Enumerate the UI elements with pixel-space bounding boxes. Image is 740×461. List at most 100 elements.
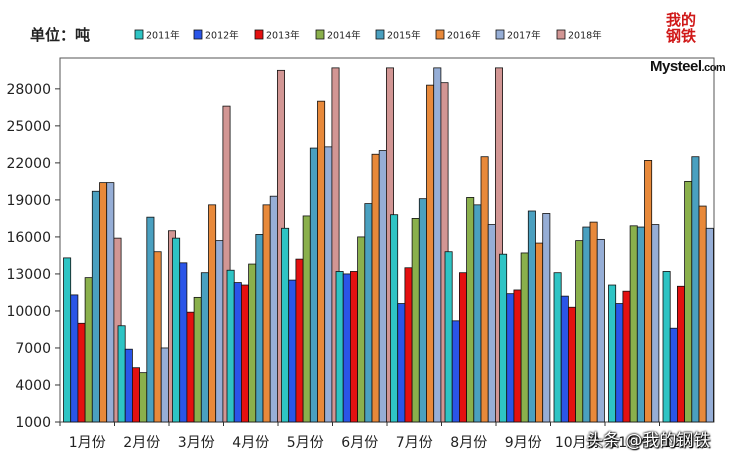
bar-2014-9: [520, 252, 529, 423]
legend-swatch-2017: [495, 29, 505, 40]
bar-2012-5: [288, 279, 297, 423]
bar-2015-1: [91, 190, 100, 423]
bar-2017-4: [269, 195, 278, 423]
bar-2013-10: [568, 306, 577, 423]
bar-2013-5: [295, 258, 304, 423]
bar-2011-10: [553, 272, 562, 423]
bar-2011-1: [63, 257, 72, 423]
bar-2014-2: [139, 372, 148, 423]
legend-swatch-2015: [375, 29, 385, 40]
bar-2015-6: [364, 203, 373, 423]
y-tick-label: 16000: [6, 230, 51, 246]
bar-2017-2: [160, 347, 169, 423]
bar-2015-2: [146, 216, 155, 423]
x-tick-label: 12月份: [664, 435, 710, 451]
bar-2016-12: [698, 205, 707, 423]
y-tick-label: 13000: [6, 267, 51, 283]
bar-2017-9: [542, 213, 551, 423]
bar-2017-6: [378, 150, 387, 423]
x-tick-label: 10月份: [555, 435, 601, 451]
bar-2014-10: [575, 240, 584, 423]
bar-2013-4: [240, 284, 249, 423]
legend-label-2014: 2014年: [327, 30, 361, 42]
bar-2012-12: [669, 327, 678, 423]
bar-2014-1: [84, 277, 93, 423]
bar-2016-1: [99, 182, 108, 423]
legend-label-2015: 2015年: [387, 30, 421, 42]
bar-2017-3: [215, 240, 224, 423]
y-tick-label: 25000: [6, 119, 51, 135]
y-tick-label: 1000: [15, 415, 51, 431]
watermark-text: 头条 @我的钢铁: [586, 431, 711, 451]
bar-2015-11: [636, 226, 645, 423]
bar-2018-5: [331, 67, 340, 423]
x-tick-label: 11月份: [609, 435, 655, 451]
y-tick-label: 7000: [15, 341, 51, 357]
y-unit-label: 单位：吨: [30, 26, 91, 44]
bar-2018-8: [494, 67, 503, 423]
bar-2011-5: [281, 227, 290, 423]
bar-2014-6: [357, 236, 366, 423]
bar-2016-9: [535, 242, 544, 423]
legend-swatch-2018: [556, 29, 566, 40]
bar-2014-8: [466, 197, 475, 423]
bar-2011-8: [444, 251, 453, 423]
bar-2016-8: [480, 156, 489, 423]
bar-2011-4: [226, 269, 235, 423]
bar-2012-8: [451, 320, 460, 423]
bar-2011-7: [390, 214, 399, 423]
x-tick-label: 4月份: [232, 435, 269, 451]
bar-2016-11: [644, 160, 653, 423]
x-tick-label: 3月份: [178, 435, 215, 451]
bar-2017-7: [433, 67, 442, 423]
bar-2015-7: [418, 198, 427, 423]
bar-2014-3: [193, 296, 202, 423]
bar-2012-6: [342, 273, 351, 423]
bar-2011-9: [499, 253, 508, 423]
bar-2016-3: [208, 204, 217, 423]
bar-2012-2: [124, 348, 133, 423]
bar-2015-12: [691, 156, 700, 423]
x-tick-label: 7月份: [396, 435, 433, 451]
bar-2011-11: [608, 284, 617, 423]
bar-2012-9: [506, 293, 515, 423]
bar-2013-12: [677, 285, 686, 423]
x-tick-label: 6月份: [341, 435, 378, 451]
bar-2017-1: [106, 182, 115, 423]
bar-2013-6: [349, 271, 358, 423]
y-tick-label: 28000: [6, 82, 51, 98]
bar-2015-5: [309, 147, 318, 423]
x-tick-label: 8月份: [450, 435, 487, 451]
bar-2014-4: [248, 263, 257, 423]
bar-2016-2: [153, 251, 162, 423]
bar-2015-4: [255, 234, 264, 423]
bar-2014-12: [684, 180, 693, 423]
bar-2016-4: [262, 204, 271, 423]
x-tick-label: 9月份: [505, 435, 542, 451]
bar-2017-12: [705, 227, 714, 423]
legend-label-2018: 2018年: [568, 30, 602, 42]
bar-2011-6: [335, 271, 344, 423]
bar-2013-7: [404, 267, 413, 423]
bar-2015-3: [200, 272, 209, 423]
x-tick-label: 2月份: [123, 435, 160, 451]
y-tick-label: 10000: [6, 304, 51, 320]
legend-label-2016: 2016年: [447, 30, 481, 42]
bar-2012-10: [560, 295, 569, 423]
bar-2016-7: [426, 84, 435, 423]
bar-2013-8: [458, 272, 467, 423]
y-tick-label: 22000: [6, 156, 51, 172]
bar-2016-10: [589, 221, 598, 423]
bar-2014-7: [411, 218, 420, 423]
bar-2013-11: [622, 290, 631, 423]
bar-2017-11: [651, 224, 660, 423]
bar-2017-8: [487, 224, 496, 423]
legend-label-2013: 2013年: [266, 30, 300, 42]
bar-2012-4: [233, 282, 242, 423]
bar-2017-10: [596, 238, 605, 423]
bar-2016-5: [317, 100, 326, 423]
legend-label-2012: 2012年: [205, 30, 239, 42]
bar-2012-3: [179, 262, 188, 423]
